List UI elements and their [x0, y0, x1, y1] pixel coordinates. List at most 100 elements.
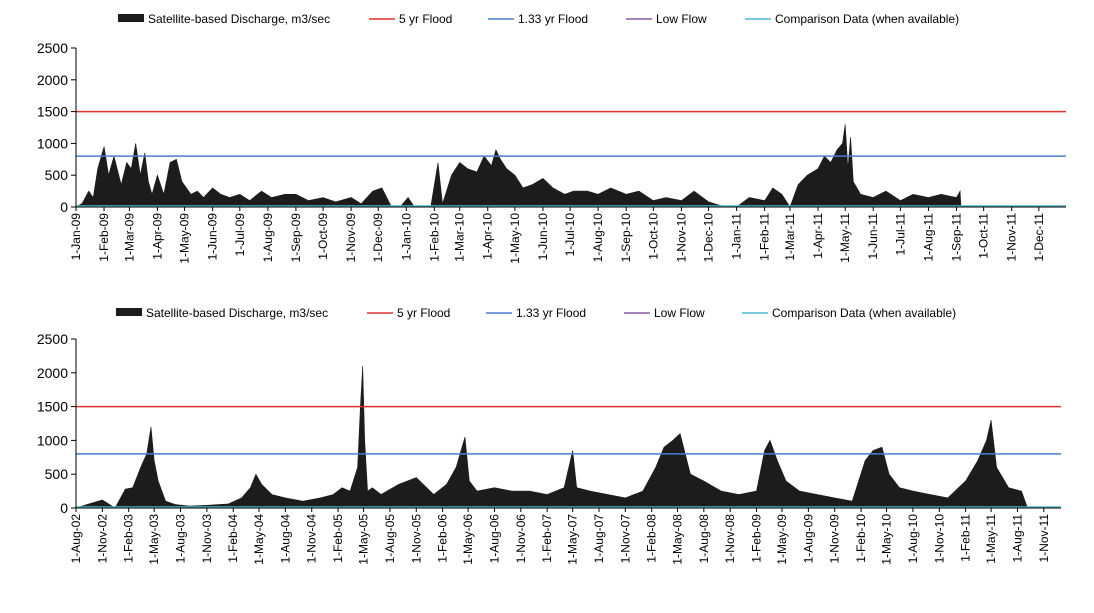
y-tick-label: 0	[60, 199, 68, 215]
x-tick-label: 1-Sep-09	[289, 213, 303, 263]
x-tick-label: 1-Feb-11	[959, 514, 973, 562]
x-tick-label: 1-May-10	[508, 213, 522, 264]
x-tick-label: 1-May-06	[461, 514, 475, 565]
legend-label-comparison: Comparison Data (when available)	[775, 12, 959, 26]
legend: Satellite-based Discharge, m3/sec 5 yr Fl…	[118, 12, 959, 26]
y-tick-label: 2000	[37, 72, 68, 88]
legend-label-low_flow: Low Flow	[656, 12, 707, 26]
x-tick-label: 1-Aug-09	[261, 213, 275, 263]
x-tick-label: 1-Jul-09	[233, 213, 247, 257]
x-tick-label: 1-Feb-10	[854, 514, 868, 563]
x-tick-label: 1-May-11	[838, 213, 852, 263]
x-tick-label: 1-Apr-10	[481, 213, 495, 260]
x-tick-label: 1-Feb-10	[427, 213, 441, 262]
discharge-area	[75, 365, 1061, 509]
x-tick-label: 1-Mar-09	[122, 213, 136, 262]
x-tick-label: 1-Jan-09	[69, 213, 83, 261]
x-tick-label: 1-Mar-11	[783, 213, 797, 261]
x-tick-label: 1-Nov-11	[1005, 213, 1019, 262]
x-tick-label: 1-Nov-08	[723, 514, 737, 564]
x-tick-label: 1-Aug-07	[592, 514, 606, 564]
x-tick-label: 1-Feb-07	[540, 514, 554, 563]
x-tick-label: 1-Feb-03	[122, 514, 136, 563]
x-tick-label: 1-Jun-11	[866, 213, 880, 260]
x-tick-label: 1-Nov-10	[932, 514, 946, 564]
x-tick-label: 1-Nov-07	[618, 514, 632, 564]
x-tick-label: 1-Feb-05	[331, 514, 345, 563]
x-tick-label: 1-Jun-09	[206, 213, 220, 261]
x-tick-label: 1-May-05	[357, 514, 371, 565]
x-tick-label: 1-Nov-05	[409, 514, 423, 564]
x-tick-label: 1-Nov-10	[674, 213, 688, 263]
x-tick-label: 1-Aug-04	[278, 514, 292, 564]
x-tick-label: 1-May-08	[670, 514, 684, 565]
y-tick-label: 500	[45, 167, 69, 183]
x-tick-label: 1-Aug-11	[921, 213, 935, 262]
legend-label-comparison: Comparison Data (when available)	[772, 306, 956, 320]
legend-label-low_flow: Low Flow	[654, 306, 705, 320]
legend-label-flood_5yr: 5 yr Flood	[397, 306, 450, 320]
x-tick-label: 1-May-10	[880, 514, 894, 565]
x-tick-label: 1-Jan-11	[730, 213, 744, 260]
x-tick-label: 1-Aug-03	[174, 514, 188, 564]
x-tick-label: 1-Feb-09	[97, 213, 111, 262]
x-tick-label: 1-May-09	[178, 213, 192, 264]
legend-label-flood_5yr: 5 yr Flood	[399, 12, 452, 26]
x-tick-label: 1-Jun-10	[536, 213, 550, 261]
x-tick-label: 1-Aug-05	[383, 514, 397, 564]
x-tick-label: 1-Nov-02	[95, 514, 109, 564]
x-tick-label: 1-Jul-10	[563, 213, 577, 257]
x-tick-label: 1-Feb-09	[750, 514, 764, 563]
x-tick-label: 1-Nov-06	[514, 514, 528, 564]
x-tick-label: 1-Aug-06	[487, 514, 501, 564]
x-tick-label: 1-Jan-10	[399, 213, 413, 261]
chart-1: Satellite-based Discharge, m3/sec 5 yr Fl…	[37, 12, 1066, 264]
legend-label-discharge: Satellite-based Discharge, m3/sec	[146, 306, 328, 320]
x-tick-label: 1-Nov-11	[1037, 514, 1051, 563]
legend-label-flood_133yr: 1.33 yr Flood	[518, 12, 588, 26]
legend-swatch-discharge	[118, 14, 144, 22]
y-tick-label: 2500	[37, 40, 68, 56]
x-tick-label: 1-Aug-10	[906, 514, 920, 564]
y-tick-label: 1500	[37, 104, 68, 120]
x-tick-label: 1-May-07	[566, 514, 580, 565]
x-tick-label: 1-May-04	[252, 514, 266, 565]
legend-label-discharge: Satellite-based Discharge, m3/sec	[148, 12, 330, 26]
x-tick-label: 1-Dec-10	[702, 213, 716, 263]
legend: Satellite-based Discharge, m3/sec 5 yr Fl…	[116, 306, 956, 320]
x-tick-label: 1-Feb-11	[758, 213, 772, 261]
discharge-area	[74, 124, 1066, 208]
x-tick-label: 1-Nov-04	[305, 514, 319, 564]
chart-2: Satellite-based Discharge, m3/sec 5 yr Fl…	[37, 306, 1061, 565]
x-tick-label: 1-Dec-11	[1032, 213, 1046, 262]
y-tick-label: 0	[60, 500, 68, 516]
x-tick-label: 1-Apr-09	[150, 213, 164, 260]
x-tick-label: 1-Feb-04	[226, 514, 240, 563]
x-tick-label: 1-May-09	[775, 514, 789, 565]
y-tick-label: 500	[45, 466, 69, 482]
y-tick-label: 1000	[37, 135, 68, 151]
x-tick-label: 1-May-03	[147, 514, 161, 565]
y-tick-label: 2000	[37, 365, 68, 381]
x-tick-label: 1-Sep-10	[619, 213, 633, 263]
x-tick-label: 1-Mar-10	[453, 213, 467, 262]
x-tick-label: 1-Oct-10	[646, 213, 660, 260]
x-tick-label: 1-Aug-09	[801, 514, 815, 564]
x-tick-label: 1-Aug-11	[1010, 514, 1024, 563]
legend-swatch-discharge	[116, 308, 142, 316]
x-tick-label: 1-Nov-09	[828, 514, 842, 564]
x-tick-label: 1-Apr-11	[811, 213, 825, 259]
y-tick-label: 1000	[37, 432, 68, 448]
x-tick-label: 1-Dec-09	[371, 213, 385, 263]
x-tick-label: 1-Oct-11	[977, 213, 991, 259]
x-tick-label: 1-Aug-02	[69, 514, 83, 564]
x-tick-label: 1-Feb-06	[436, 514, 450, 563]
legend-label-flood_133yr: 1.33 yr Flood	[516, 306, 586, 320]
x-tick-label: 1-Aug-08	[697, 514, 711, 564]
x-tick-label: 1-May-11	[984, 514, 998, 564]
x-tick-label: 1-Feb-08	[645, 514, 659, 563]
x-tick-label: 1-Sep-11	[950, 213, 964, 262]
y-tick-label: 1500	[37, 399, 68, 415]
x-tick-label: 1-Nov-09	[344, 213, 358, 263]
